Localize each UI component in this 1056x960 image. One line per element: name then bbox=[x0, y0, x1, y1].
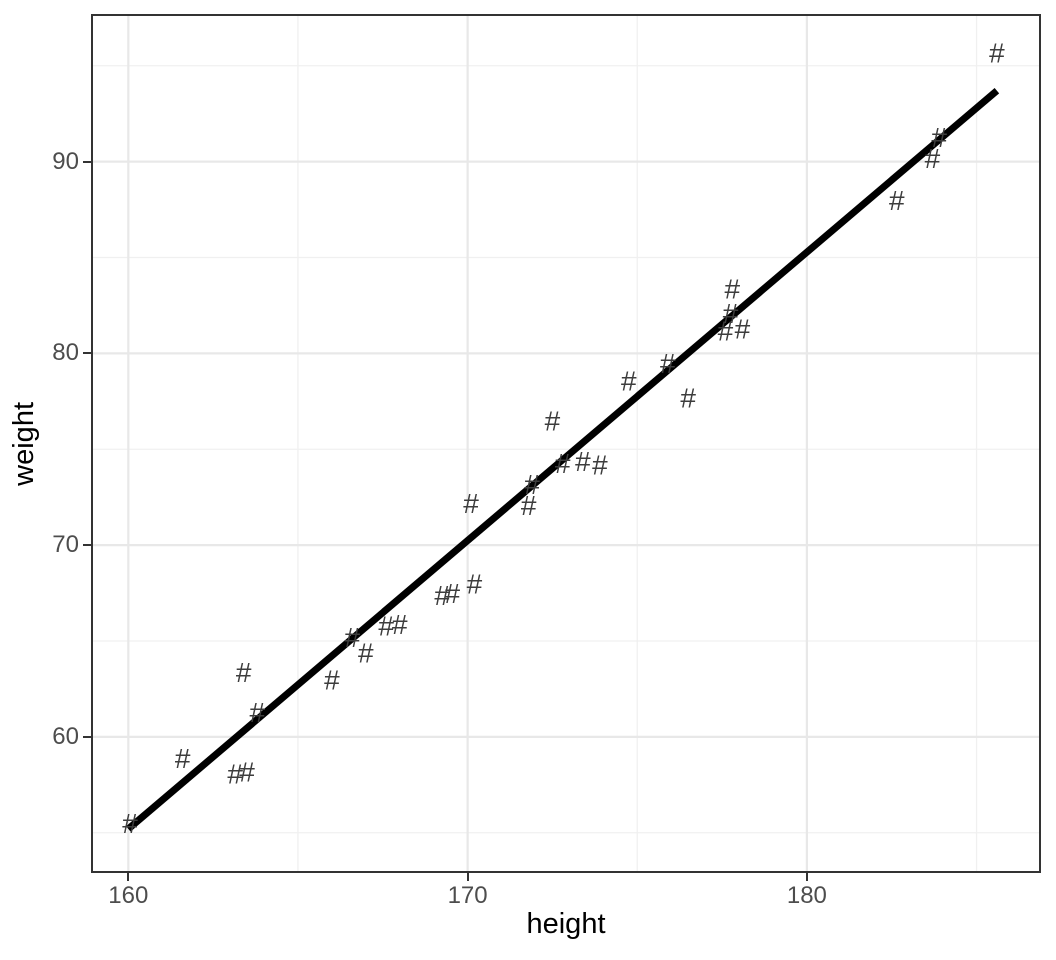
data-point-marker: # bbox=[324, 664, 340, 695]
data-point-marker: # bbox=[467, 569, 483, 600]
data-point-marker: # bbox=[735, 314, 751, 345]
data-point-marker: # bbox=[889, 185, 905, 216]
regression-line bbox=[126, 88, 1000, 832]
data-point-marker: # bbox=[175, 743, 191, 774]
y-axis-tick bbox=[83, 160, 91, 163]
data-point-marker: # bbox=[445, 578, 461, 609]
data-point-marker: # bbox=[592, 450, 608, 481]
data-point-marker: # bbox=[122, 808, 138, 839]
data-point-marker: # bbox=[724, 273, 740, 304]
x-axis-tick bbox=[127, 873, 130, 881]
y-axis-tick bbox=[83, 735, 91, 738]
data-point-marker: # bbox=[660, 348, 676, 379]
data-point-marker: # bbox=[545, 406, 561, 437]
x-axis-tick-label: 170 bbox=[447, 882, 488, 909]
data-point-marker: # bbox=[931, 122, 947, 153]
data-point-marker: # bbox=[555, 448, 571, 479]
panel-border bbox=[91, 14, 1041, 873]
data-point-marker: # bbox=[524, 469, 540, 500]
data-point-marker: # bbox=[925, 143, 941, 174]
x-axis-tick bbox=[805, 873, 808, 881]
data-point-marker: # bbox=[723, 298, 739, 329]
data-point-marker: # bbox=[392, 609, 408, 640]
x-axis-tick bbox=[466, 873, 469, 881]
data-point-marker: # bbox=[358, 638, 374, 669]
data-point-marker: # bbox=[239, 756, 255, 787]
data-point-marker: # bbox=[378, 611, 394, 642]
data-point-marker: # bbox=[227, 758, 243, 789]
y-axis-tick bbox=[83, 544, 91, 547]
x-axis-tick-label: 180 bbox=[786, 882, 827, 909]
x-axis-tick-label: 160 bbox=[108, 882, 149, 909]
data-point-marker: # bbox=[718, 315, 734, 346]
plot-canvas: ## #### ####### ## #### # ##### ####### bbox=[91, 14, 1041, 873]
data-point-marker: # bbox=[236, 657, 252, 688]
y-axis-title: weight bbox=[7, 401, 40, 486]
data-point-marker: # bbox=[575, 446, 591, 477]
data-point-marker: # bbox=[344, 622, 360, 653]
y-axis-title-box: weight bbox=[6, 14, 42, 873]
data-point-marker: # bbox=[621, 365, 637, 396]
data-point-marker: # bbox=[989, 37, 1005, 68]
plot-panel: # # # # # # # # # # # # # # # # # # # # # # # # # # # # # # # # bbox=[91, 14, 1041, 873]
y-axis-tick bbox=[83, 352, 91, 355]
x-axis-title: height bbox=[526, 908, 606, 940]
data-point-marker: # bbox=[434, 580, 450, 611]
data-point-marker: # bbox=[249, 697, 265, 728]
data-point-marker: # bbox=[680, 383, 696, 414]
data-point-marker: # bbox=[521, 490, 537, 521]
data-point-marker: # bbox=[463, 488, 479, 519]
